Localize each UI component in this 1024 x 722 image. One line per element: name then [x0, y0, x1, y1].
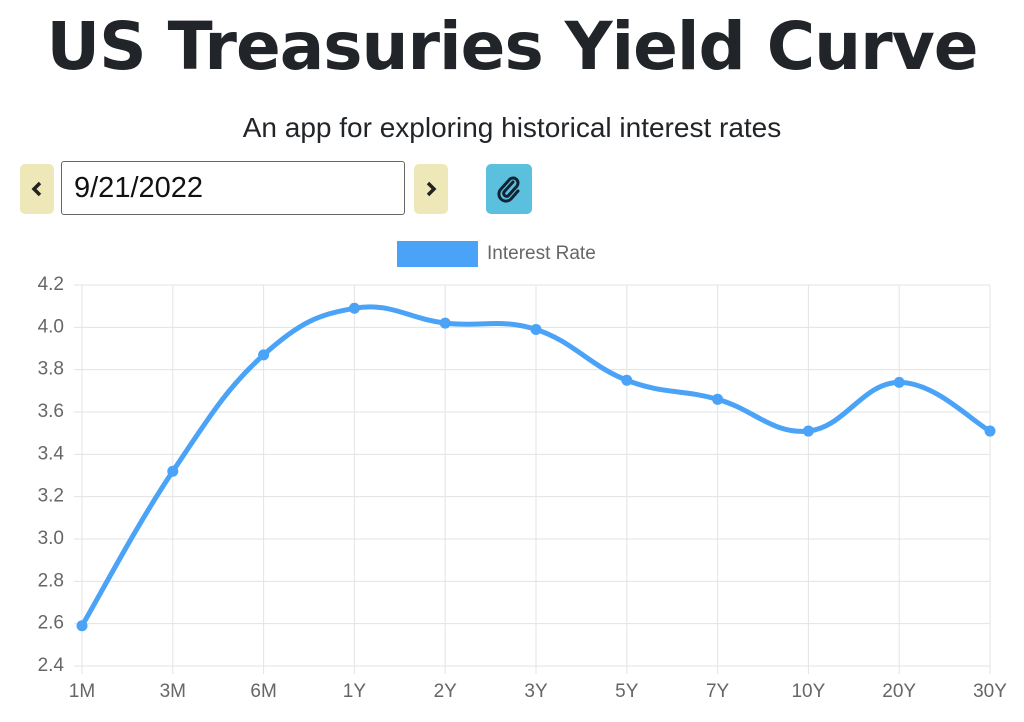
point	[76, 620, 88, 632]
point	[530, 323, 542, 335]
y-tick-label: 4.2	[38, 274, 64, 295]
x-tick-label: 3M	[160, 681, 186, 702]
y-tick-label: 2.4	[38, 655, 65, 676]
previous-button[interactable]	[20, 164, 54, 214]
point	[348, 302, 360, 314]
y-tick-label: 2.8	[38, 570, 64, 591]
chevron-left	[31, 181, 42, 197]
legend-swatch	[397, 241, 478, 267]
x-tick-label: 1Y	[343, 681, 367, 702]
point	[802, 425, 814, 437]
copy-link-button[interactable]	[486, 164, 532, 214]
y-tick-label: 3.8	[38, 359, 64, 380]
x-tick-label: 7Y	[706, 681, 730, 702]
y-tick-label: 2.6	[38, 613, 64, 634]
chevron-right	[426, 181, 437, 197]
y-tick-label: 3.4	[38, 443, 65, 464]
y-tick-label: 3.0	[38, 528, 64, 549]
point	[621, 374, 633, 386]
point	[167, 465, 179, 477]
y-tick-label: 3.2	[38, 486, 64, 507]
point	[893, 376, 905, 388]
x-tick-label: 6M	[250, 681, 276, 702]
x-tick-label: 10Y	[791, 681, 825, 702]
point	[984, 425, 996, 437]
x-tick-label: 20Y	[882, 681, 916, 702]
legend-label: Interest Rate	[487, 243, 596, 264]
y-tick-label: 3.6	[38, 401, 64, 422]
paperclip-icon	[497, 176, 520, 203]
point	[258, 349, 270, 361]
app-title: US Treasuries Yield Curve	[46, 8, 979, 85]
y-tick-label: 4.0	[38, 316, 64, 337]
x-tick-label: 30Y	[973, 681, 1007, 702]
date-input[interactable]: 9/21/2022	[61, 161, 405, 215]
chart: 2.4 2.6 2.8 3.0 3.2 3.4 3.6 3.8 4.0 4.2 1M 3M 6M 1Y 2Y…	[38, 241, 1007, 702]
x-tick-label: 1M	[69, 681, 95, 702]
point	[712, 393, 724, 405]
next-button[interactable]	[414, 164, 448, 214]
app-subtitle: An app for exploring historical interest…	[242, 112, 782, 143]
x-tick-label: 5Y	[615, 681, 639, 702]
point	[439, 317, 451, 329]
x-tick-label: 2Y	[434, 681, 458, 702]
x-tick-label: 3Y	[524, 681, 548, 702]
